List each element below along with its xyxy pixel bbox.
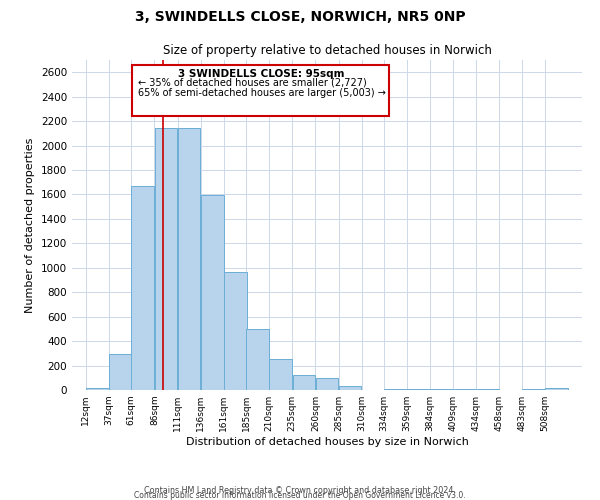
Bar [316,378,338,390]
Bar [246,329,269,390]
Y-axis label: Number of detached properties: Number of detached properties [25,138,35,312]
Text: 3, SWINDELLS CLOSE, NORWICH, NR5 0NP: 3, SWINDELLS CLOSE, NORWICH, NR5 0NP [134,10,466,24]
Text: Contains public sector information licensed under the Open Government Licence v3: Contains public sector information licen… [134,491,466,500]
Text: Contains HM Land Registry data © Crown copyright and database right 2024.: Contains HM Land Registry data © Crown c… [144,486,456,495]
Text: 65% of semi-detached houses are larger (5,003) →: 65% of semi-detached houses are larger (… [138,88,386,98]
Bar [178,128,200,390]
Bar [109,354,132,390]
Title: Size of property relative to detached houses in Norwich: Size of property relative to detached ho… [163,44,491,58]
Bar [201,195,224,390]
Bar [155,128,177,390]
Text: 3 SWINDELLS CLOSE: 95sqm: 3 SWINDELLS CLOSE: 95sqm [178,69,344,79]
Bar [339,386,361,390]
FancyBboxPatch shape [132,65,389,116]
Bar [131,186,154,390]
Bar [269,359,292,390]
X-axis label: Distribution of detached houses by size in Norwich: Distribution of detached houses by size … [185,437,469,447]
Bar [224,272,247,390]
Bar [545,388,568,390]
Text: ← 35% of detached houses are smaller (2,727): ← 35% of detached houses are smaller (2,… [138,78,367,88]
Bar [293,374,315,390]
Bar [86,388,109,390]
